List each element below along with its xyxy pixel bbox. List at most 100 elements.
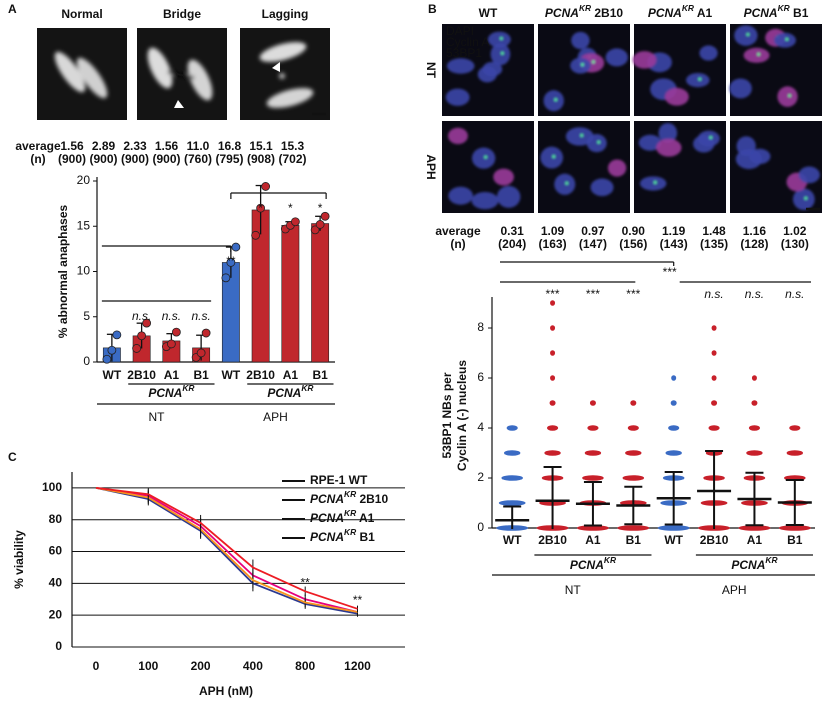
table-n: (128) (740, 237, 768, 251)
bar (281, 225, 300, 363)
table-n: (900) (58, 152, 86, 166)
data-point (506, 425, 518, 431)
nucleus (586, 134, 607, 153)
data-point (261, 182, 271, 191)
annotation: ** (353, 593, 363, 607)
nucleus (729, 78, 752, 99)
data-point (751, 400, 758, 406)
y-tick-label: 0 (83, 354, 90, 368)
nucleus (471, 191, 499, 210)
x-tick-label: 200 (191, 659, 211, 673)
focus (788, 94, 791, 98)
group-label: PCNAKR (570, 555, 616, 572)
data-point (627, 425, 639, 431)
series-line (95, 487, 358, 613)
table-n: (143) (660, 237, 688, 251)
column-header: PCNAKR 2B10 (545, 3, 623, 20)
data-point (310, 225, 320, 235)
arrowhead (174, 100, 184, 108)
image-label: Normal (61, 7, 102, 21)
data-point (137, 331, 147, 341)
column-header-text: PCNA (648, 6, 682, 20)
data-point (778, 525, 811, 531)
nucleus (658, 123, 678, 143)
y-axis-label-line: Cyclin A (-) nucleus (455, 360, 469, 471)
nucleus (543, 90, 564, 112)
nucleus (496, 185, 521, 208)
y-tick-label: 0 (55, 639, 62, 653)
data-point (550, 300, 556, 306)
focus (804, 196, 808, 200)
data-point (320, 211, 330, 221)
data-point (544, 450, 561, 456)
x-tick-label: 2B10 (246, 368, 275, 382)
stain-legend: DAPI (446, 24, 474, 38)
x-tick-label: 2B10 (538, 533, 567, 547)
table-average: 1.19 (662, 224, 686, 238)
y-tick-label: 20 (77, 173, 91, 187)
data-point (671, 375, 677, 381)
data-point (668, 425, 680, 431)
significance: n.s. (785, 287, 804, 301)
table-average: 1.16 (743, 224, 767, 238)
legend-label-after: 2B10 (356, 492, 388, 506)
focus (698, 77, 702, 81)
data-point (102, 354, 112, 364)
data-point (617, 525, 650, 531)
y-tick-label: 100 (42, 480, 62, 494)
data-point (142, 318, 152, 328)
significance: *** (586, 287, 600, 301)
treatment-label: NT (149, 410, 166, 424)
data-point (196, 348, 206, 358)
comparison-significance: *** (663, 265, 677, 279)
table-average: 1.56 (60, 139, 84, 153)
table-average: 1.09 (541, 224, 565, 238)
column-header-after: 2B10 (591, 6, 623, 20)
nucleus (565, 127, 594, 146)
legend-label: RPE-1 WT (310, 473, 368, 487)
data-point (748, 425, 761, 431)
table-average: 2.89 (92, 139, 116, 153)
table-n: (130) (781, 237, 809, 251)
nuclei (543, 31, 628, 112)
panel-letter: C (8, 450, 17, 464)
group-label-sup: KR (604, 555, 616, 565)
row-label: NT (424, 62, 438, 79)
table-n: (900) (121, 152, 149, 166)
data-point (226, 258, 236, 267)
series-line (95, 487, 358, 613)
data-point (112, 330, 122, 340)
significance: * (318, 201, 323, 215)
data-point (231, 242, 241, 252)
nuclei (445, 31, 511, 106)
table-n: (204) (498, 237, 526, 251)
nucleus (554, 173, 576, 195)
x-tick-label: B1 (787, 533, 803, 547)
group-label-sup: KR (182, 383, 194, 393)
table-average: 16.8 (218, 139, 242, 153)
arrowhead (272, 62, 280, 72)
y-tick-label: 4 (477, 420, 484, 434)
focus (580, 134, 584, 137)
group-label-text: PCNA (148, 386, 182, 400)
focus (581, 63, 584, 67)
table-average: 0.90 (622, 224, 646, 238)
data-point (107, 345, 117, 355)
data-point (587, 425, 599, 431)
nucleus (699, 45, 718, 61)
nucleus (607, 159, 627, 177)
focus (554, 98, 558, 102)
data-point (746, 450, 763, 456)
focus (552, 155, 556, 158)
data-point (738, 525, 771, 531)
column-header-sup: KR (579, 3, 591, 13)
significance: ** (226, 254, 236, 268)
table-average: 15.1 (249, 139, 273, 153)
nucleus (638, 134, 662, 151)
x-tick-label: 800 (295, 659, 315, 673)
data-point (665, 450, 682, 456)
table-n: (795) (215, 152, 243, 166)
y-axis-label-line: 53BP1 NBs per (440, 372, 454, 458)
column-header: WT (479, 6, 498, 20)
focus (653, 181, 657, 184)
